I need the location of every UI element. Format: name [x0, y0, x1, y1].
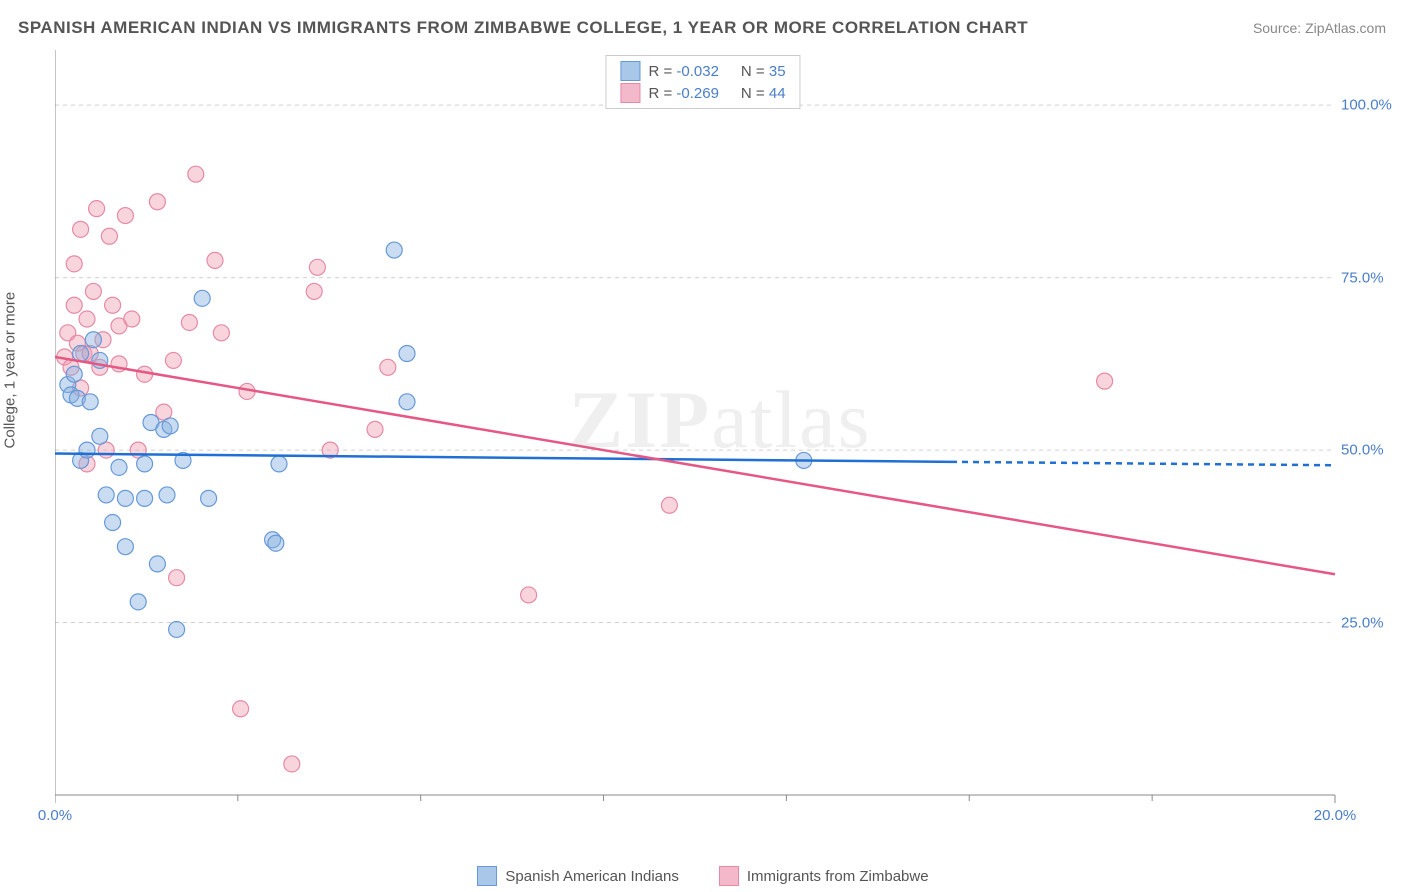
legend-r: R = -0.269	[648, 85, 718, 102]
legend-n: N = 44	[741, 85, 786, 102]
legend-n: N = 35	[741, 63, 786, 80]
legend-swatch	[719, 866, 739, 886]
y-tick-label: 75.0%	[1341, 269, 1384, 286]
legend-r: R = -0.032	[648, 63, 718, 80]
legend-row: R = -0.269 N = 44	[620, 82, 785, 104]
legend-label: Spanish American Indians	[505, 868, 678, 885]
legend-swatch	[477, 866, 497, 886]
y-tick-label: 100.0%	[1341, 97, 1392, 114]
y-tick-label: 50.0%	[1341, 442, 1384, 459]
legend-item: Immigrants from Zimbabwe	[719, 866, 929, 886]
legend-swatch	[620, 61, 640, 81]
legend-item: Spanish American Indians	[477, 866, 678, 886]
y-tick-label: 25.0%	[1341, 614, 1384, 631]
legend-label: Immigrants from Zimbabwe	[747, 868, 929, 885]
chart-title: SPANISH AMERICAN INDIAN VS IMMIGRANTS FR…	[18, 18, 1028, 38]
series-legend: Spanish American Indians Immigrants from …	[0, 866, 1406, 886]
y-axis-label: College, 1 year or more	[2, 292, 19, 449]
legend-swatch	[620, 83, 640, 103]
legend-row: R = -0.032 N = 35	[620, 60, 785, 82]
plot-area: ZIPatlas	[55, 50, 1385, 820]
correlation-legend: R = -0.032 N = 35 R = -0.269 N = 44	[605, 55, 800, 109]
scatter-chart	[55, 50, 1385, 820]
source-attribution: Source: ZipAtlas.com	[1253, 20, 1386, 36]
x-tick-label: 0.0%	[38, 807, 72, 824]
x-tick-label: 20.0%	[1314, 807, 1357, 824]
